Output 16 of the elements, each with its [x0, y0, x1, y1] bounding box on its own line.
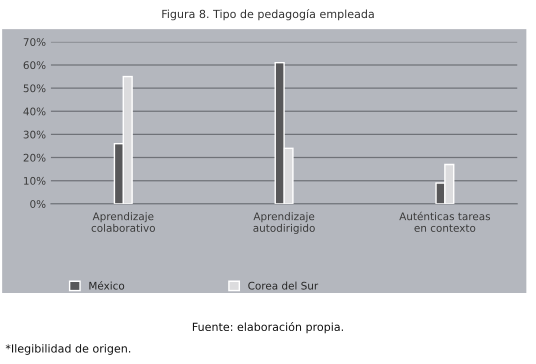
y-tick-label: 70% [24, 38, 46, 46]
y-tick-label: 0% [30, 200, 46, 208]
y-tick-label: 30% [24, 130, 46, 139]
y-tick-label: 50% [24, 84, 46, 92]
legend-label: México [89, 281, 124, 290]
y-tick-label: 40% [23, 108, 46, 116]
text: *Ilegibilidad de origen. [6, 344, 130, 355]
source-note: Fuente: elaboración propia. [192, 322, 343, 334]
y-tick-label: 10% [24, 176, 46, 185]
x-tick-label: Aprendizaje autodirigido [253, 212, 315, 234]
y-tick-label: 60% [24, 61, 46, 70]
legend-label: Corea del Sur [248, 282, 318, 290]
x-tick-label: Aprendizaje colaborativo [92, 212, 155, 232]
y-tick-label: 20% [24, 154, 46, 162]
x-tick-label: Auténticas tareas en contexto [399, 212, 490, 232]
chart-title: Figura 8. Tipo de pedagogía empleada [162, 9, 374, 20]
